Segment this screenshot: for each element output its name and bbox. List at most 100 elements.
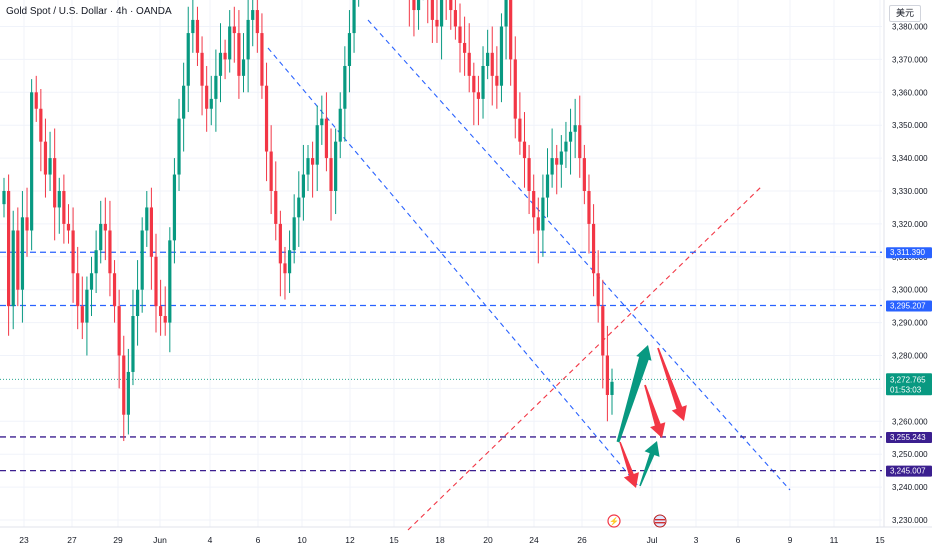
candle-body: [472, 75, 476, 93]
price-tick-label: 3,330.000: [892, 187, 928, 196]
candle-body: [527, 158, 531, 191]
support-1-label: 3,255.243: [890, 433, 926, 442]
price-tick-label: 3,230.000: [892, 516, 928, 525]
support-2-label-bg: [886, 465, 932, 477]
projection-arrows: [616, 345, 687, 488]
arrow-down-support: [619, 441, 639, 488]
candle-body: [11, 230, 15, 307]
time-tick-label: 10: [297, 535, 307, 545]
candle-body: [71, 230, 75, 274]
support-1-label-bg: [886, 431, 932, 443]
candle-body: [545, 174, 550, 198]
candle-body: [458, 26, 462, 43]
time-tick-label: 12: [345, 535, 355, 545]
candle-body: [168, 240, 172, 323]
candle-body: [172, 174, 177, 241]
candle-body: [112, 273, 117, 307]
candle-body: [555, 158, 559, 165]
candle-body: [522, 141, 527, 159]
candle-body: [48, 158, 52, 175]
flash-event-icon[interactable]: [607, 514, 621, 528]
candle-body: [209, 98, 213, 109]
candle-body: [297, 197, 301, 218]
candle-body: [536, 217, 540, 231]
candle-body: [269, 151, 273, 191]
candle-body: [16, 230, 20, 290]
time-tick-label: 6: [256, 535, 261, 545]
channel-lower-line: [267, 47, 641, 489]
candle-body: [292, 217, 296, 251]
time-tick-label: 24: [529, 535, 539, 545]
candle-body: [550, 158, 554, 175]
arrow-up-rebound: [639, 441, 660, 487]
candle-body: [596, 273, 600, 307]
candle-body: [564, 141, 568, 152]
time-tick-label: Jun: [153, 535, 167, 545]
time-tick-label: 18: [435, 535, 445, 545]
candle-body: [122, 355, 126, 415]
time-tick-label: Jul: [647, 535, 658, 545]
resistance-1-label-bg: [886, 247, 932, 259]
candle-body: [486, 52, 490, 66]
price-tick-label: 3,250.000: [892, 450, 928, 459]
candle-body: [7, 191, 11, 307]
candle-body: [255, 10, 259, 34]
time-tick-label: 23: [19, 535, 29, 545]
candle-body: [131, 316, 135, 372]
candle-body: [587, 191, 591, 224]
price-tick-label: 3,370.000: [892, 55, 928, 64]
currency-button[interactable]: 美元: [889, 5, 921, 22]
candle-body: [412, 0, 416, 11]
price-axis[interactable]: 3,230.000 3,240.000 3,250.000 3,260.000 3,27…: [883, 0, 928, 527]
candle-body: [453, 10, 457, 27]
price-tick-label: 3,290.000: [892, 319, 928, 328]
time-tick-label: 9: [788, 535, 793, 545]
candle-body: [53, 158, 57, 208]
candle-body: [283, 263, 287, 274]
candle-body: [241, 59, 246, 76]
us-flag-event-icon[interactable]: [653, 514, 667, 528]
price-tick-label: 3,260.000: [892, 417, 928, 426]
time-tick-label: 27: [67, 535, 77, 545]
candle-body: [89, 273, 94, 290]
candle-body: [182, 85, 186, 119]
candle-body: [232, 26, 236, 34]
candle-body: [324, 118, 329, 159]
arrow-down-pullback-2: [657, 347, 687, 421]
candle-body: [80, 306, 84, 323]
resistance-2-label: 3,295.207: [890, 301, 926, 310]
time-tick-label: 29: [113, 535, 123, 545]
price-tick-label: 3,350.000: [892, 121, 928, 130]
countdown-label: 01:53:03: [890, 385, 922, 394]
current-price-label-bg: [886, 373, 932, 396]
candle-body: [591, 223, 596, 274]
chart-title: Gold Spot / U.S. Dollar · 4h · OANDA: [6, 6, 172, 17]
candle-body: [177, 118, 181, 175]
candle-body: [43, 141, 48, 175]
candle-body: [251, 10, 255, 20]
time-tick-label: 15: [389, 535, 399, 545]
candle-body: [449, 0, 453, 11]
us-flag-stripe: [655, 519, 665, 521]
candle-body: [315, 125, 319, 165]
candle-body: [301, 174, 305, 198]
candle-body: [145, 207, 149, 231]
candle-body: [490, 52, 494, 76]
candle-body: [135, 289, 140, 317]
candle-body: [200, 52, 204, 86]
candle-body: [76, 273, 80, 307]
candle-body: [499, 26, 504, 86]
candle-body: [495, 75, 499, 86]
price-tick-label: 3,340.000: [892, 154, 928, 163]
candle-body: [62, 191, 66, 224]
candle-body: [610, 381, 614, 395]
candle-body: [237, 33, 241, 76]
candle-body: [278, 223, 282, 264]
candle-body: [228, 26, 232, 60]
candle-body: [430, 0, 434, 20]
event-markers[interactable]: ⚡: [607, 514, 667, 528]
candle-body: [439, 0, 444, 27]
flash-glyph: ⚡: [609, 516, 619, 526]
resistance-2-label-bg: [886, 300, 932, 312]
